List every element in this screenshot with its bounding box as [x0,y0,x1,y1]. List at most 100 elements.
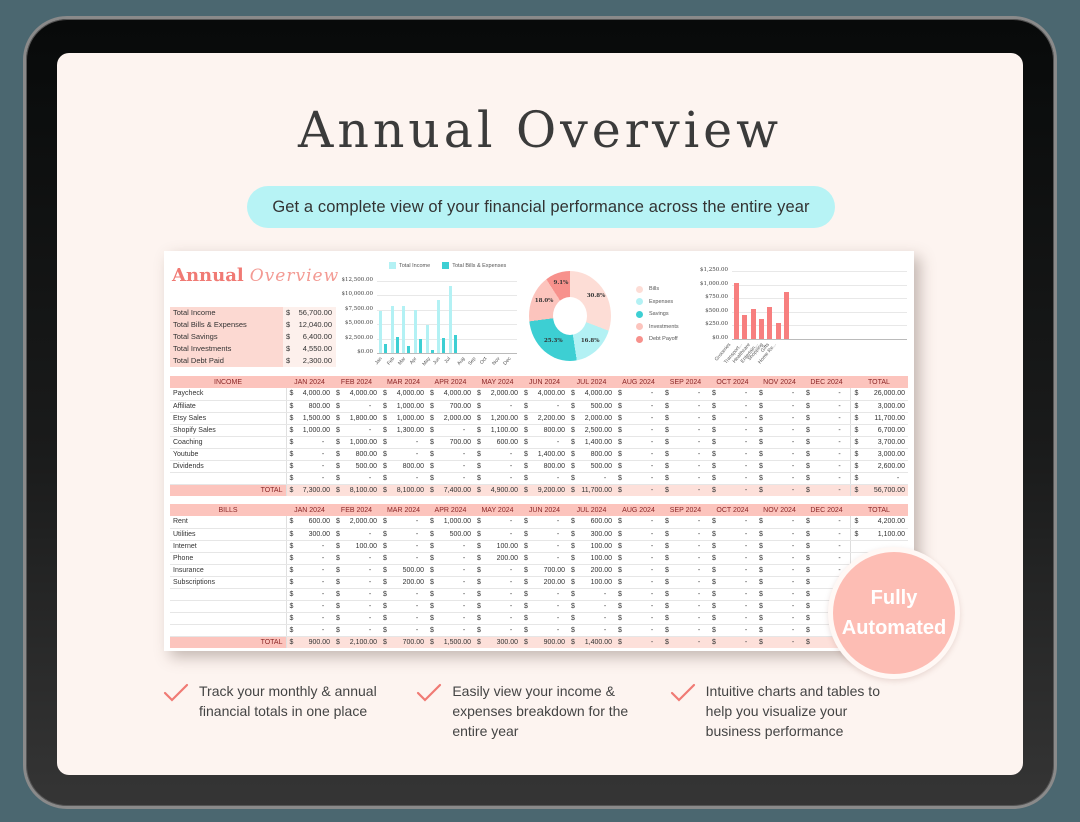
cell-value: - [650,554,659,562]
currency-symbol: $ [618,530,622,538]
month-value: $100.00 [568,576,615,589]
bar-bills [407,346,411,353]
currency-symbol: $ [383,486,387,494]
donut-legend: Bills Expenses Savings Investments Debt Payo… [636,283,679,346]
cell-content: $1,000.00 [380,403,427,410]
x-tick-label: Nov [490,356,502,367]
cell-content: $- [709,555,756,562]
row-label [170,624,287,637]
currency-symbol: $ [383,554,387,562]
cell-value: - [791,602,800,610]
currency-symbol: $ [759,426,763,434]
summary-value: $6,400.00 [283,331,336,343]
currency-symbol: $ [524,518,528,526]
month-value: $- [286,600,334,613]
cell-value: - [697,626,706,634]
summary-label: Total Income [170,307,283,319]
cell-content: $- [709,415,756,422]
cell-content: $500.00 [333,463,380,470]
month-value: $- [662,612,709,625]
currency-symbol: $ [571,590,575,598]
cell-content: $- [803,543,850,550]
cell-content: $4,000.00 [333,390,380,397]
month-header: JUN 2024 [521,376,568,388]
cell-value: 6,700.00 [877,426,905,434]
cell-value: - [838,567,846,574]
currency-symbol: $ [759,390,763,398]
gridline [377,338,517,340]
cell-content: $6,700.00 [851,426,908,434]
month-value: $1,200.00 [474,412,521,425]
month-value: $- [756,540,803,553]
cell-value: - [368,614,377,622]
row-label: Coaching [170,436,287,449]
cell-content: $- [709,403,756,410]
currency-symbol: $ [430,602,434,610]
currency-symbol: $ [477,578,481,586]
cell-value: - [697,590,706,598]
y-tick-label: $0.00 [712,335,728,341]
cell-content: $- [427,451,474,458]
currency-symbol: $ [477,414,481,422]
cell-content: $- [662,615,709,622]
cell-value: 8,100.00 [396,486,424,494]
cell-content: $- [287,627,334,634]
cell-content: $- [756,543,803,550]
row-label: Affiliate [170,400,287,413]
cell-content: $- [615,487,662,494]
month-value: $- [380,624,427,637]
currency-symbol: $ [618,474,622,482]
x-tick-label: Apr [408,356,419,366]
spreadsheet-preview: Annual Overview Total Income $56,700.00 To… [164,251,914,651]
month-total: $- [756,484,803,496]
currency-symbol: $ [759,626,763,634]
cell-content: $- [615,555,662,562]
badge-line2: Automated [841,617,947,639]
currency-symbol: $ [665,450,669,458]
month-value: $- [333,564,380,577]
currency-symbol: $ [336,602,340,610]
row-label [170,612,287,625]
currency-symbol: $ [571,486,575,494]
cell-content: $- [287,603,334,610]
currency-symbol: $ [286,356,291,365]
cell-content: $800.00 [521,463,568,470]
cell-value: - [368,590,377,598]
cell-content: $- [427,463,474,470]
category-bar [734,282,739,339]
month-value: $- [615,400,662,413]
cell-content: $- [474,567,521,574]
cell-value: - [744,518,753,526]
cell-content: $- [474,603,521,610]
y-tick-label: $2,500.00 [345,334,373,341]
month-value: $700.00 [427,400,474,413]
currency-symbol: $ [806,474,810,482]
x-tick-label: Dec [502,356,513,367]
subtitle-pill: Get a complete view of your financial pe… [247,186,835,228]
cell-value: 300.00 [496,638,518,646]
month-value: $200.00 [380,576,427,589]
currency-symbol: $ [383,566,387,574]
month-value: $- [333,624,380,637]
cell-value: - [697,426,706,434]
currency-symbol: $ [524,578,528,586]
month-value: $- [662,436,709,449]
month-value: $- [709,528,756,541]
currency-symbol: $ [618,390,622,398]
month-header: NOV 2024 [756,376,803,388]
cell-content: $- [662,487,709,494]
income-vs-bills-chart: Total Income Total Bills & Expenses $12,5… [339,259,519,371]
cell-content: $- [287,615,334,622]
cell-value: - [368,402,377,410]
cell-content: $- [662,439,709,446]
row-total: $ - [849,472,908,485]
cell-value: - [744,414,753,422]
cell-value: - [744,390,753,398]
cell-content: $- [427,579,474,586]
cell-content: $- [287,475,334,482]
currency-symbol: $ [759,542,763,550]
cell-content: $- [756,475,803,482]
y-tick-label: $750.00 [705,294,728,301]
currency-symbol: $ [336,626,340,634]
cell-content: $- [662,451,709,458]
